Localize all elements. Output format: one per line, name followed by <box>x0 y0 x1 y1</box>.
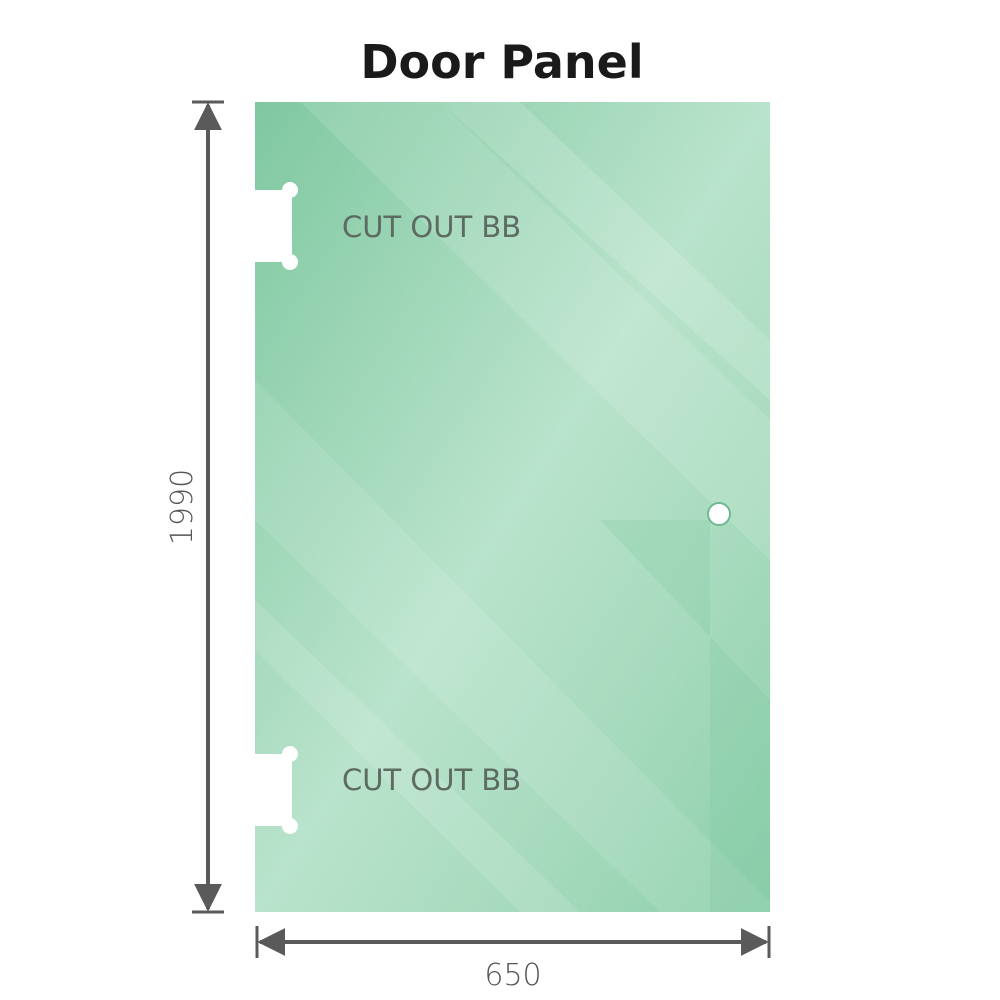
glass-reflections <box>255 102 770 912</box>
height-dimension: 1990 <box>165 100 224 914</box>
diagram-title: Door Panel <box>360 35 643 89</box>
height-label: 1990 <box>165 469 200 545</box>
handle-hole <box>707 502 731 526</box>
glass-panel: CUT OUT BB CUT OUT BB <box>255 102 770 912</box>
width-label: 650 <box>484 958 541 993</box>
top-cutout <box>255 182 298 270</box>
cutout-label-bottom: CUT OUT BB <box>342 763 521 797</box>
cutout-label-top: CUT OUT BB <box>342 210 521 244</box>
bottom-cutout <box>255 746 298 834</box>
width-dimension: 650 <box>255 926 771 993</box>
